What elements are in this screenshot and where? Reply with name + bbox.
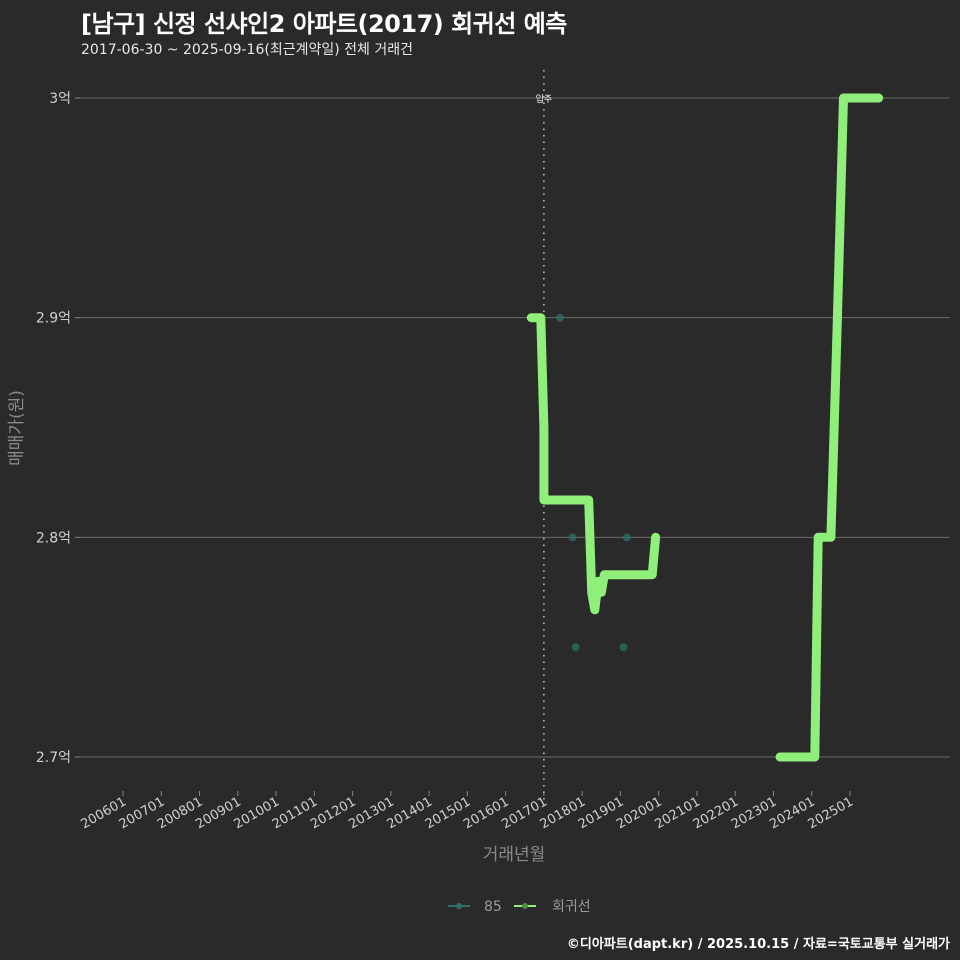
regression-path	[526, 313, 661, 615]
regression-line	[526, 93, 884, 762]
chart-subtitle: 2017-06-30 ~ 2025-09-16(최근계약일) 전체 거래건	[81, 42, 413, 58]
legend-key-point	[522, 903, 528, 909]
data-point	[571, 643, 580, 652]
y-axis: 2.7억 2.8억 2.9억 3억	[36, 91, 80, 766]
data-point	[619, 643, 628, 652]
y-tick-label: 2.7억	[36, 750, 71, 766]
move-in-label: 입주	[536, 93, 553, 105]
data-point	[622, 533, 631, 542]
legend-key-point	[456, 903, 462, 909]
legend-label: 회귀선	[552, 899, 591, 915]
legend: 85 회귀선	[448, 899, 591, 915]
y-axis-title: 매매가(원)	[7, 390, 27, 466]
y-tick-label: 3억	[49, 91, 71, 107]
series-85-points	[555, 313, 631, 652]
regression-path	[775, 93, 884, 762]
legend-label: 85	[484, 899, 502, 915]
data-point	[568, 533, 577, 542]
data-point	[555, 313, 564, 322]
source-caption: ©디아파트(dapt.kr) / 2025.10.15 / 자료=국토교통부 실…	[566, 937, 950, 952]
y-tick-label: 2.9억	[36, 311, 71, 327]
chart-title: [남구] 신정 선샤인2 아파트(2017) 회귀선 예측	[81, 10, 567, 38]
x-axis: 2006012007012008012009012010012011012012…	[79, 791, 856, 832]
y-tick-label: 2.8억	[36, 530, 71, 546]
x-axis-title: 거래년월	[483, 845, 546, 865]
